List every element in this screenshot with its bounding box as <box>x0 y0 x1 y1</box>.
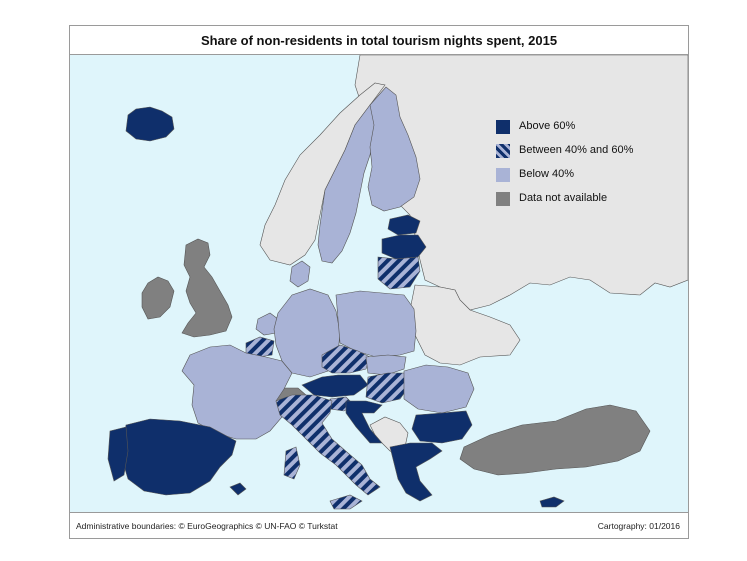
norway-region <box>259 82 386 266</box>
austria <box>301 374 369 398</box>
cyprus <box>539 496 565 508</box>
legend-swatch <box>496 144 510 158</box>
lithuania <box>377 256 421 290</box>
slovakia <box>365 354 407 376</box>
legend-label: Below 40% <box>519 168 575 180</box>
czechia <box>321 344 371 374</box>
legend-item-above-60: Above 60% <box>496 119 688 135</box>
europe-map <box>107 55 688 510</box>
latvia <box>381 234 427 260</box>
map-title: Share of non-residents in total tourism … <box>70 26 688 55</box>
ireland <box>141 276 175 320</box>
sweden <box>317 104 377 264</box>
poland <box>335 290 417 358</box>
legend-swatch <box>496 120 510 134</box>
bulgaria <box>411 410 473 444</box>
italy <box>275 394 381 496</box>
cartography-date: Cartography: 01/2016 <box>597 521 680 531</box>
croatia <box>345 400 383 444</box>
ukraine-belarus-region <box>409 284 521 366</box>
legend-item-between-40-60: Between 40% and 60% <box>496 143 688 159</box>
legend-label: Above 60% <box>519 120 576 132</box>
denmark <box>289 260 311 288</box>
legend-label: Between 40% and 60% <box>519 144 634 156</box>
iceland <box>125 106 175 142</box>
legend-label: Data not available <box>519 192 608 204</box>
romania <box>403 364 475 414</box>
sicily <box>329 494 363 510</box>
spain <box>121 418 237 496</box>
legend-swatch <box>496 192 510 206</box>
turkey <box>459 404 651 476</box>
finland <box>367 86 421 212</box>
portugal <box>107 426 129 482</box>
greece <box>389 442 443 502</box>
united-kingdom <box>181 238 233 338</box>
map-area: Above 60% Between 40% and 60% Below 40% … <box>70 55 688 512</box>
legend-swatch <box>496 168 510 182</box>
balearic-islands <box>229 482 247 496</box>
map-footer: Administrative boundaries: © EuroGeograp… <box>70 512 688 539</box>
map-frame: Share of non-residents in total tourism … <box>69 25 689 539</box>
legend-item-data-not-available: Data not available <box>496 191 688 207</box>
hungary <box>365 372 411 404</box>
legend-item-below-40: Below 40% <box>496 167 688 183</box>
estonia <box>387 214 421 236</box>
boundaries-credit: Administrative boundaries: © EuroGeograp… <box>76 521 338 531</box>
sardinia <box>283 446 301 480</box>
